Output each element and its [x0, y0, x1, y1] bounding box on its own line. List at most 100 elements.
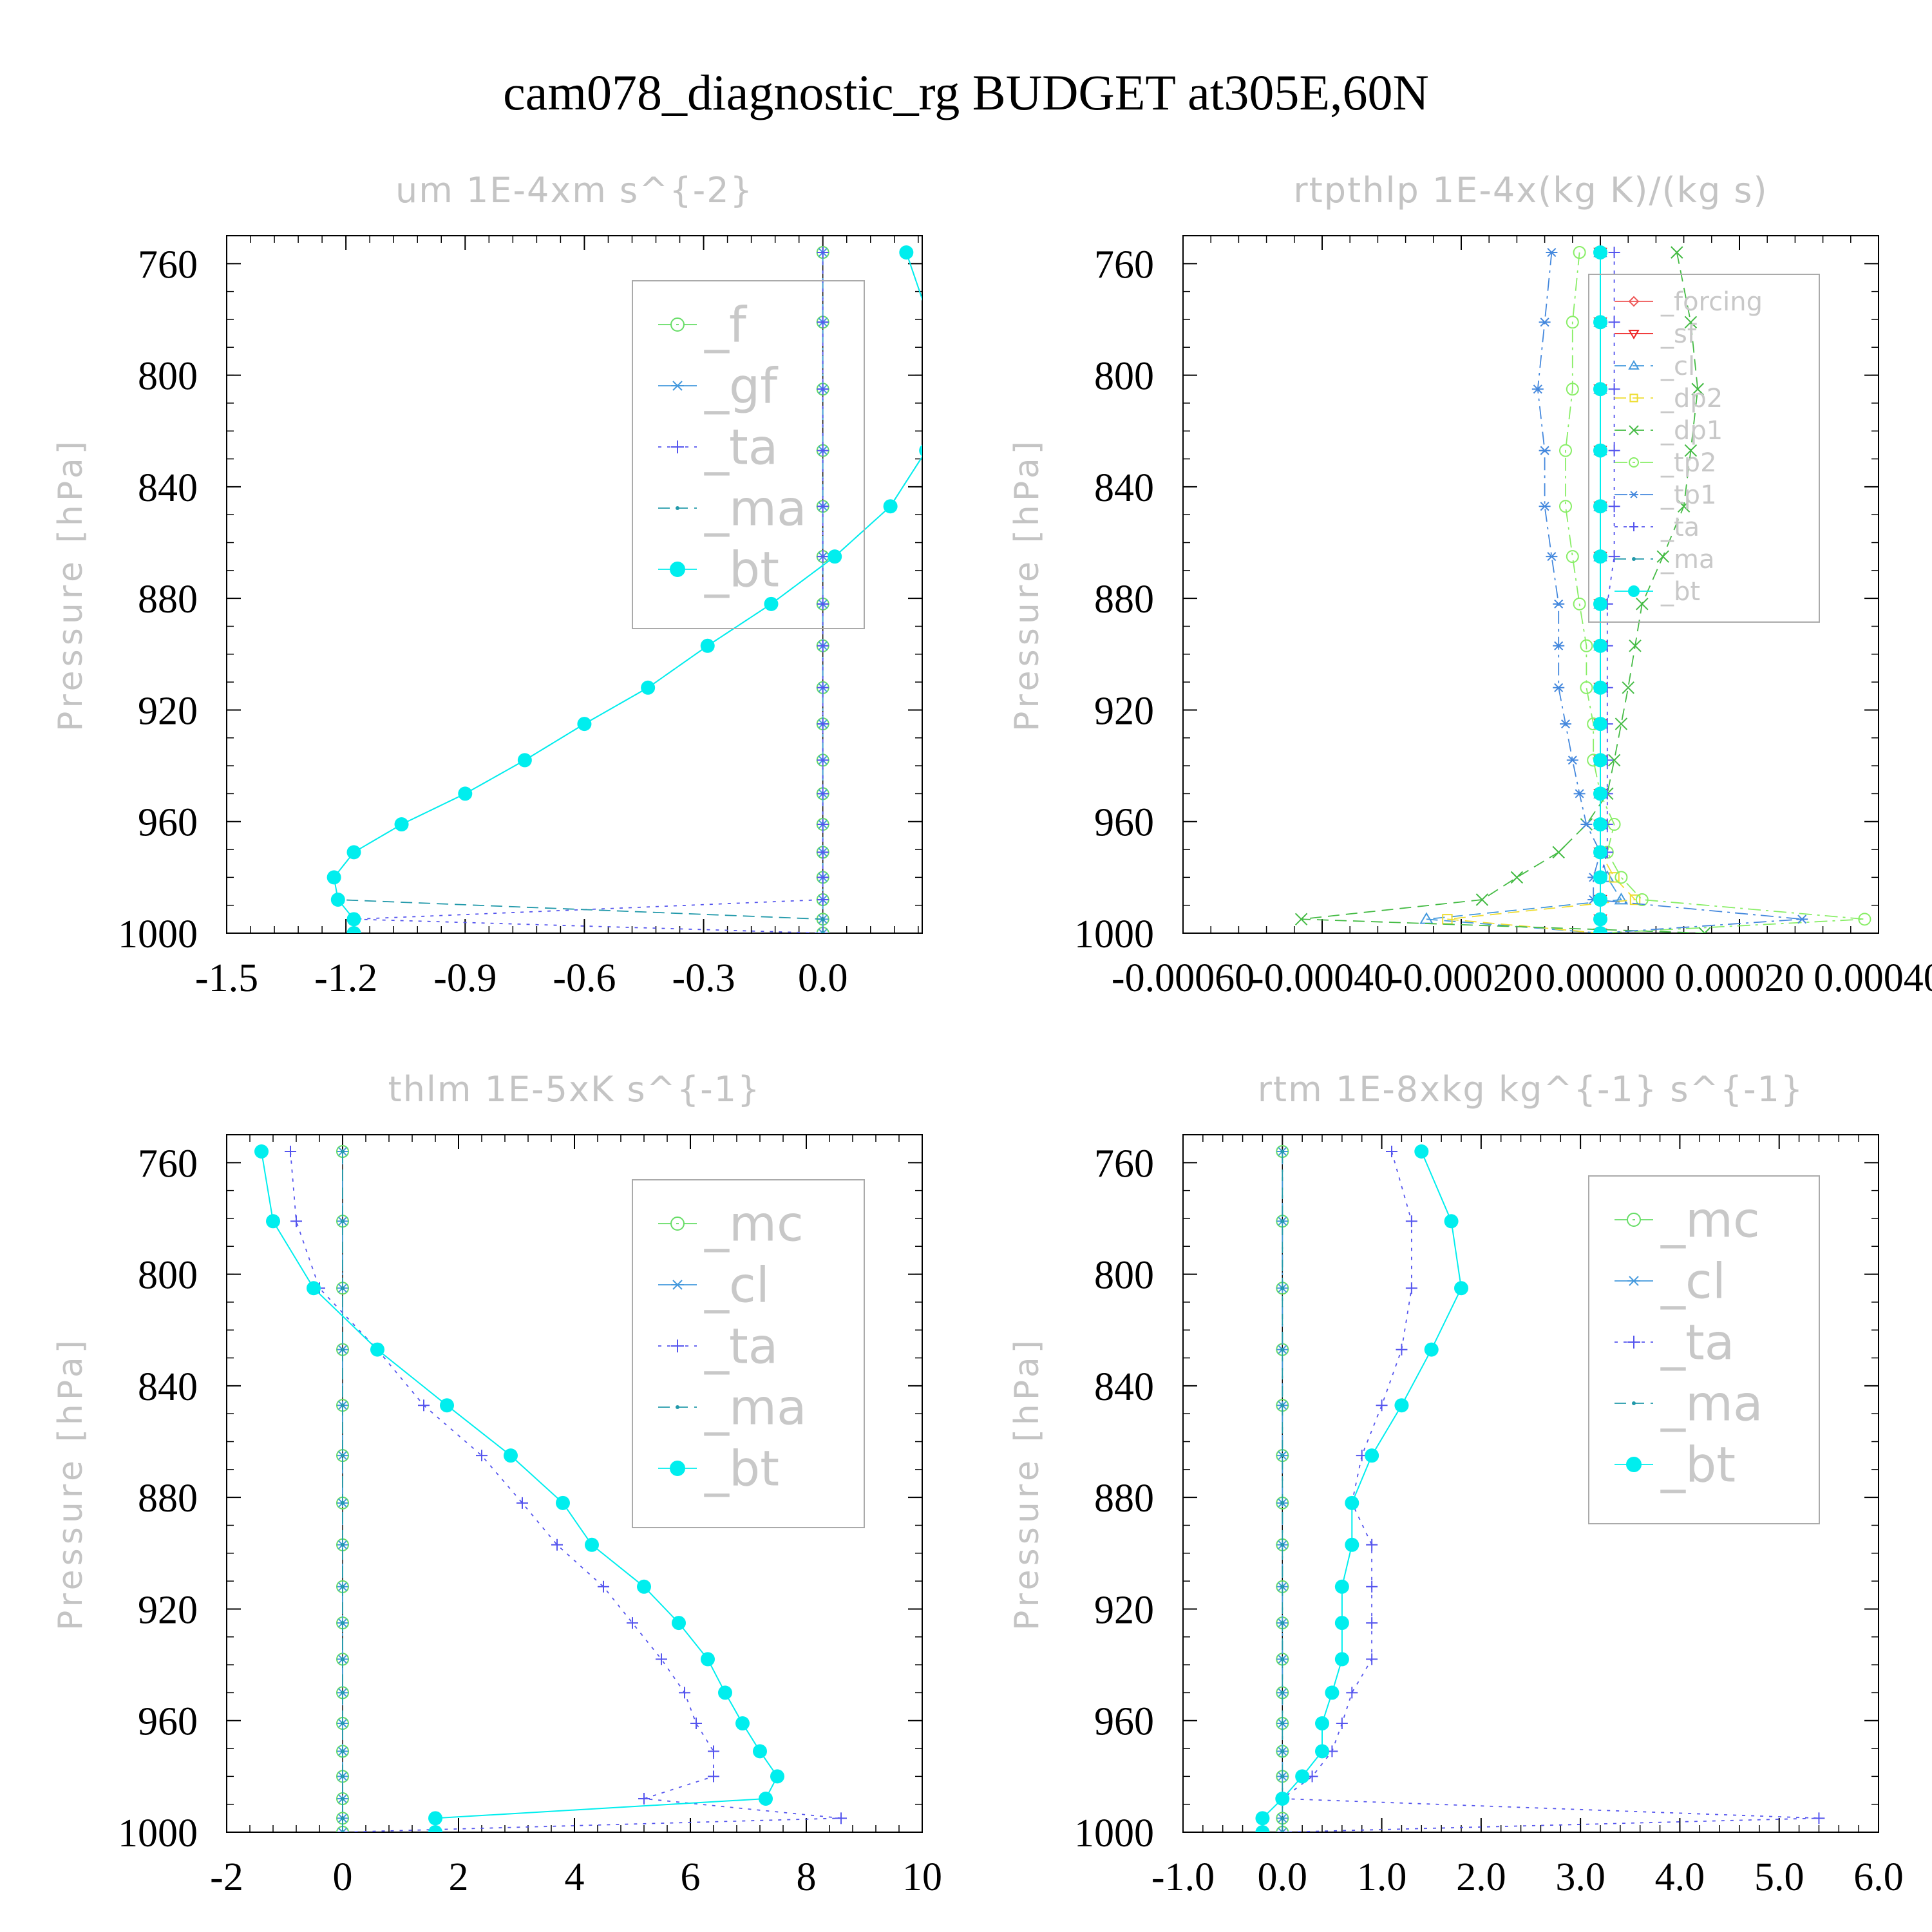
data-point — [1280, 1621, 1285, 1625]
x-tick-label: 0.00000 — [1535, 956, 1665, 1000]
legend-label: _bt — [1660, 577, 1700, 607]
x-tick-label: -1.5 — [195, 956, 258, 1000]
data-point — [1414, 1144, 1429, 1159]
y-tick-label: 800 — [1094, 1254, 1154, 1298]
x-tick-label: 10 — [902, 1855, 942, 1899]
x-tick-label: -0.6 — [553, 956, 616, 1000]
legend-label: _dp2 — [1660, 384, 1723, 413]
data-point — [817, 871, 829, 884]
data-point — [266, 1214, 280, 1229]
data-point — [638, 1793, 650, 1805]
y-tick-label: 920 — [1094, 689, 1154, 733]
data-point — [1698, 927, 1711, 933]
series-line-bt — [333, 252, 922, 933]
data-point — [1622, 681, 1634, 694]
data-point — [1294, 913, 1308, 926]
data-point — [1608, 383, 1620, 395]
legend-marker — [671, 381, 684, 391]
data-point — [1629, 639, 1642, 652]
data-point — [418, 1399, 430, 1412]
data-point — [1346, 1687, 1358, 1699]
legend-marker — [671, 1280, 684, 1290]
data-point — [1280, 1542, 1285, 1547]
data-point — [1593, 753, 1607, 768]
data-point — [817, 639, 829, 652]
legend-marker — [1632, 1401, 1636, 1405]
data-point — [1593, 245, 1607, 260]
data-point — [1336, 1718, 1348, 1730]
data-point — [1671, 246, 1683, 259]
plot-frame — [226, 235, 923, 934]
data-point — [1593, 786, 1607, 801]
series-line-bt — [261, 1151, 779, 1832]
plot-frame — [226, 1134, 923, 1833]
x-tick-label: -0.00060 — [1112, 956, 1255, 1000]
legend-marker — [1629, 522, 1638, 531]
legend-marker — [671, 440, 684, 453]
x-tick-label: 3.0 — [1555, 1855, 1605, 1899]
x-tick-label: -0.3 — [672, 956, 735, 1000]
data-point — [341, 1797, 345, 1801]
data-point — [254, 1144, 269, 1159]
series-line-tp1 — [1537, 252, 1803, 933]
data-point — [1365, 1448, 1379, 1463]
legend-label: _ma — [704, 480, 807, 537]
x-tick-label: 4.0 — [1655, 1855, 1705, 1899]
data-point — [1593, 717, 1607, 732]
y-tick-label: 760 — [138, 243, 198, 287]
panel-rtm: rtm 1E-8xkg kg^{-1} s^{-1} Pressure [hPa]… — [1008, 1069, 1904, 1899]
legend-box — [1588, 274, 1820, 623]
data-point — [1580, 820, 1593, 829]
legend-marker — [1628, 296, 1640, 307]
data-point — [327, 870, 341, 885]
data-point — [923, 315, 937, 329]
data-point — [428, 1811, 442, 1826]
data-point — [1573, 597, 1586, 611]
data-point — [1334, 1616, 1349, 1631]
data-point — [1573, 245, 1586, 259]
data-point — [735, 1716, 750, 1731]
data-point — [672, 1616, 686, 1631]
data-point — [1315, 1716, 1329, 1731]
legend-box — [1588, 1175, 1820, 1524]
x-tick-label: 2 — [449, 1855, 469, 1899]
series-line-bt — [1262, 1151, 1463, 1832]
data-point — [1607, 753, 1621, 767]
data-point — [341, 1621, 345, 1625]
y-tick-label: 920 — [1094, 1588, 1154, 1632]
y-tick-label: 880 — [1094, 578, 1154, 621]
data-point — [577, 717, 592, 732]
legend-marker — [1632, 557, 1636, 561]
legend-label: _f — [704, 296, 748, 354]
data-point — [828, 549, 842, 564]
series-line-ta — [1600, 252, 1615, 933]
data-point — [1615, 871, 1628, 884]
legend-label: _ta — [704, 419, 778, 476]
data-point — [1295, 1769, 1310, 1784]
data-point — [817, 819, 829, 831]
series-layer — [254, 1144, 847, 1832]
legend-label: _ma — [704, 1379, 807, 1436]
y-axis-label: Pressure [hPa] — [52, 437, 90, 732]
data-point — [341, 1403, 345, 1408]
data-point — [1280, 1657, 1285, 1662]
x-tick-label: 0.0 — [798, 956, 848, 1000]
legend-label: _mc — [704, 1195, 804, 1253]
data-point — [1677, 500, 1690, 513]
panel-thlm: thlm 1E-5xK s^{-1} Pressure [hPa] -2 0 2 4 6 8 1… — [52, 1069, 942, 1899]
panel-rtpthlp: rtpthlp 1E-4x(kg K)/(kg s) Pressure [hPa]… — [1008, 170, 1932, 1000]
data-point — [1376, 1399, 1388, 1412]
data-point — [341, 1542, 345, 1547]
data-point — [1636, 598, 1649, 611]
data-point — [753, 1744, 767, 1759]
series-line-ma — [333, 252, 922, 933]
legend-marker — [670, 1217, 685, 1231]
y-tick-label: 800 — [138, 355, 198, 399]
data-point — [1609, 872, 1620, 883]
data-point — [1396, 1343, 1408, 1356]
data-point — [1593, 680, 1607, 695]
x-tick-label: -2 — [210, 1855, 243, 1899]
y-tick-label: 840 — [1094, 466, 1154, 510]
panel-title: rtm 1E-8xkg kg^{-1} s^{-1} — [1258, 1069, 1804, 1110]
data-point — [1858, 913, 1871, 926]
